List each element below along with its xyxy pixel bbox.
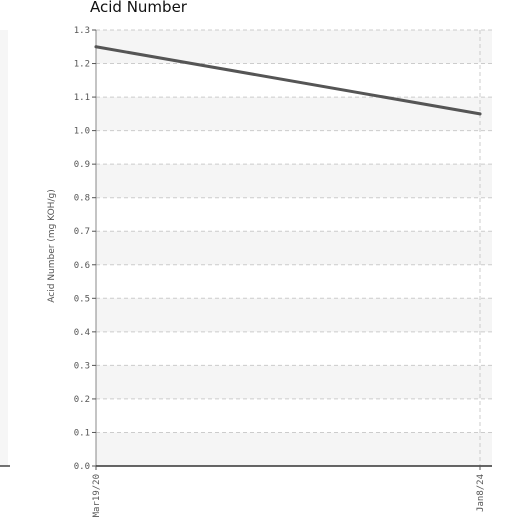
y-tick-label: 0.0 [74, 462, 90, 472]
y-tick-label: 0.2 [74, 395, 90, 405]
horizontal-gridlines [96, 29, 492, 467]
grid-band [96, 231, 492, 265]
neighbor-panel-edge [0, 30, 10, 467]
grid-band [96, 432, 492, 466]
y-tick-label: 0.1 [74, 428, 90, 438]
y-tick-label: 0.6 [74, 261, 90, 271]
y-ticks: 0.0 0.1 0.2 0.3 0.4 0.5 0.6 0.7 0.8 0.9 1.0 1.1 1.2 1… [74, 26, 96, 472]
x-tick-label: Mar19/20 [92, 474, 102, 517]
y-tick-label: 0.9 [74, 160, 90, 170]
y-tick-label: 1.0 [74, 127, 90, 137]
y-tick-label: 0.4 [74, 328, 90, 338]
y-tick-label: 1.3 [74, 26, 90, 36]
series-line [94, 45, 482, 116]
grid-band [96, 164, 492, 198]
y-tick-label: 0.3 [74, 361, 90, 371]
grid-band [96, 97, 492, 131]
y-axis-label: Acid Number (mg KOH/g) [47, 189, 57, 302]
y-tick-label: 1.2 [74, 60, 90, 70]
chart-title: Acid Number [90, 0, 188, 16]
x-ticks: Mar19/20 Jan8/24 [92, 466, 486, 517]
y-tick-label: 0.7 [74, 227, 90, 237]
data-point [478, 112, 482, 116]
grid-band [96, 365, 492, 399]
series-layer [94, 45, 482, 116]
y-tick-label: 1.1 [74, 93, 90, 103]
y-tick-label: 0.5 [74, 294, 90, 304]
grid-band [96, 298, 492, 332]
data-point [94, 45, 98, 49]
y-tick-label: 0.8 [74, 194, 90, 204]
grid-bands [96, 30, 492, 466]
x-tick-label: Jan8/24 [476, 474, 486, 512]
